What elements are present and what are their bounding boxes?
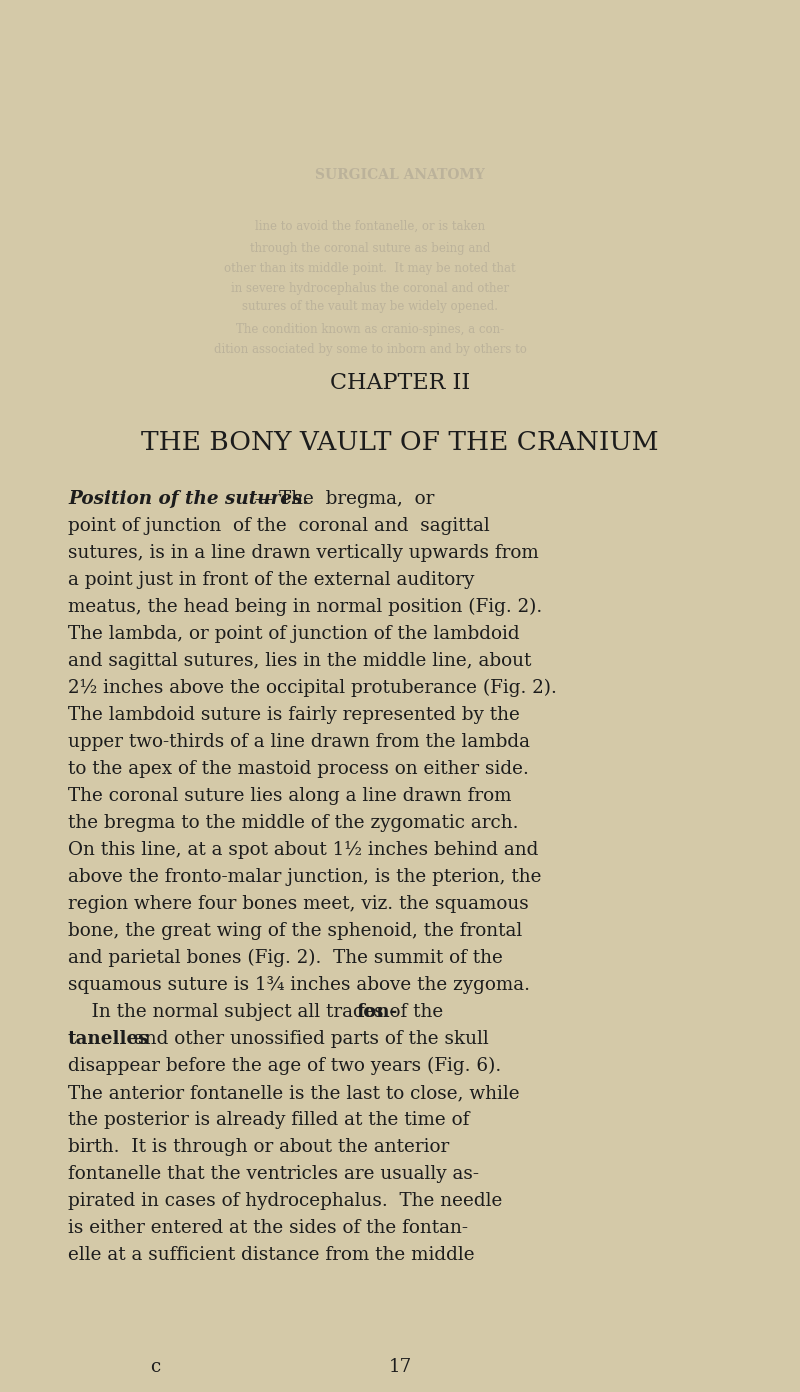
Text: region where four bones meet, viz. the squamous: region where four bones meet, viz. the s… bbox=[68, 895, 529, 913]
Text: fon-: fon- bbox=[356, 1004, 398, 1020]
Text: 2½ inches above the occipital protuberance (Fig. 2).: 2½ inches above the occipital protuberan… bbox=[68, 679, 557, 697]
Text: and sagittal sutures, lies in the middle line, about: and sagittal sutures, lies in the middle… bbox=[68, 651, 531, 670]
Text: pirated in cases of hydrocephalus.  The needle: pirated in cases of hydrocephalus. The n… bbox=[68, 1192, 502, 1210]
Text: bone, the great wing of the sphenoid, the frontal: bone, the great wing of the sphenoid, th… bbox=[68, 922, 522, 940]
Text: other than its middle point.  It may be noted that: other than its middle point. It may be n… bbox=[224, 262, 516, 276]
Text: elle at a sufficient distance from the middle: elle at a sufficient distance from the m… bbox=[68, 1246, 474, 1264]
Text: dition associated by some to inborn and by others to: dition associated by some to inborn and … bbox=[214, 342, 526, 356]
Text: CHAPTER II: CHAPTER II bbox=[330, 372, 470, 394]
Text: line to avoid the fontanelle, or is taken: line to avoid the fontanelle, or is take… bbox=[255, 220, 485, 232]
Text: above the fronto-malar junction, is the pterion, the: above the fronto-malar junction, is the … bbox=[68, 869, 542, 885]
Text: The coronal suture lies along a line drawn from: The coronal suture lies along a line dra… bbox=[68, 786, 511, 805]
Text: The condition known as cranio-spines, a con-: The condition known as cranio-spines, a … bbox=[236, 323, 504, 335]
Text: the posterior is already filled at the time of: the posterior is already filled at the t… bbox=[68, 1111, 470, 1129]
Text: The anterior fontanelle is the last to close, while: The anterior fontanelle is the last to c… bbox=[68, 1084, 520, 1102]
Text: disappear before the age of two years (Fig. 6).: disappear before the age of two years (F… bbox=[68, 1057, 502, 1075]
Text: Position of the sutures.: Position of the sutures. bbox=[68, 490, 309, 508]
Text: — The  bregma,  or: — The bregma, or bbox=[250, 490, 434, 508]
Text: 17: 17 bbox=[388, 1359, 412, 1377]
Text: meatus, the head being in normal position (Fig. 2).: meatus, the head being in normal positio… bbox=[68, 599, 542, 617]
Text: point of junction  of the  coronal and  sagittal: point of junction of the coronal and sag… bbox=[68, 516, 490, 535]
Text: birth.  It is through or about the anterior: birth. It is through or about the anteri… bbox=[68, 1139, 450, 1155]
Text: The lambda, or point of junction of the lambdoid: The lambda, or point of junction of the … bbox=[68, 625, 520, 643]
Text: THE BONY VAULT OF THE CRANIUM: THE BONY VAULT OF THE CRANIUM bbox=[141, 430, 659, 455]
Text: and other unossified parts of the skull: and other unossified parts of the skull bbox=[128, 1030, 489, 1048]
Text: squamous suture is 1¾ inches above the zygoma.: squamous suture is 1¾ inches above the z… bbox=[68, 976, 530, 994]
Text: upper two-thirds of a line drawn from the lambda: upper two-thirds of a line drawn from th… bbox=[68, 734, 530, 752]
Text: The lambdoid suture is fairly represented by the: The lambdoid suture is fairly represente… bbox=[68, 706, 520, 724]
Text: the bregma to the middle of the zygomatic arch.: the bregma to the middle of the zygomati… bbox=[68, 814, 518, 832]
Text: sutures of the vault may be widely opened.: sutures of the vault may be widely opene… bbox=[242, 301, 498, 313]
Text: to the apex of the mastoid process on either side.: to the apex of the mastoid process on ei… bbox=[68, 760, 529, 778]
Text: tanelles: tanelles bbox=[68, 1030, 150, 1048]
Text: On this line, at a spot about 1½ inches behind and: On this line, at a spot about 1½ inches … bbox=[68, 841, 538, 859]
Text: fontanelle that the ventricles are usually as-: fontanelle that the ventricles are usual… bbox=[68, 1165, 479, 1183]
Text: is either entered at the sides of the fontan-: is either entered at the sides of the fo… bbox=[68, 1219, 468, 1237]
Text: In the normal subject all traces of the: In the normal subject all traces of the bbox=[68, 1004, 449, 1020]
Text: SURGICAL ANATOMY: SURGICAL ANATOMY bbox=[315, 168, 485, 182]
Text: and parietal bones (Fig. 2).  The summit of the: and parietal bones (Fig. 2). The summit … bbox=[68, 949, 503, 967]
Text: a point just in front of the external auditory: a point just in front of the external au… bbox=[68, 571, 474, 589]
Text: sutures, is in a line drawn vertically upwards from: sutures, is in a line drawn vertically u… bbox=[68, 544, 538, 562]
Text: c: c bbox=[150, 1359, 160, 1377]
Text: through the coronal suture as being and: through the coronal suture as being and bbox=[250, 242, 490, 255]
Text: in severe hydrocephalus the coronal and other: in severe hydrocephalus the coronal and … bbox=[231, 283, 509, 295]
